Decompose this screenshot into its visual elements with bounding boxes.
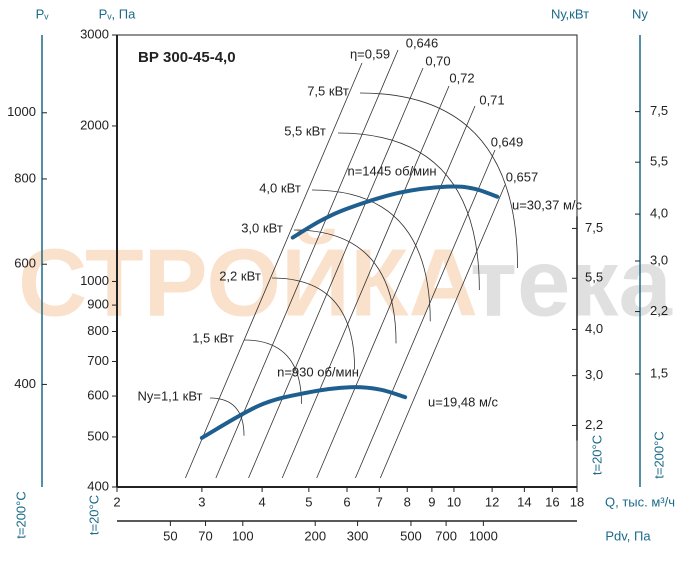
efficiency-line — [248, 67, 424, 479]
efficiency-line — [281, 85, 450, 479]
axis-tick-label: 5,5 — [650, 154, 668, 169]
y-axis-label: Pᵥ, Па — [99, 6, 136, 21]
axis-note: t=200°C — [13, 491, 28, 538]
axis-tick-label: 700 — [435, 528, 457, 543]
annotation: 0,72 — [449, 70, 474, 85]
y-tick-label: 600 — [87, 387, 109, 402]
annotation: 4,0 кВт — [259, 180, 301, 195]
axis-tick-label: 1,5 — [650, 365, 668, 380]
x-tick-label: 2 — [113, 494, 120, 509]
axis-tick-label: 300 — [347, 528, 369, 543]
axis-tick-label: 5,5 — [585, 270, 603, 285]
x-tick-label: 5 — [305, 494, 312, 509]
axis-tick-label: 2,2 — [650, 303, 668, 318]
annotation: 7,5 кВт — [307, 83, 349, 98]
x-tick-label: 4 — [258, 494, 265, 509]
annotation: 0,71 — [479, 92, 504, 107]
y-tick-label: 3000 — [80, 26, 109, 41]
y-tick-label: 500 — [87, 428, 109, 443]
power-arc — [243, 339, 302, 404]
axis-tick-label: 200 — [304, 528, 326, 543]
x-tick-label: 18 — [570, 494, 584, 509]
power-arc — [209, 397, 245, 436]
power-arc — [359, 92, 518, 269]
x-tick-label: 14 — [517, 494, 531, 509]
axis-tick-label: 800 — [14, 170, 36, 185]
axis-tick-label: 1000 — [469, 528, 498, 543]
fan-curve — [290, 184, 500, 240]
annotation: 0,70 — [425, 53, 450, 68]
axis-note: t=200°C — [651, 431, 666, 478]
axis-tick-label: 500 — [400, 528, 422, 543]
axis-tick-label: 1000 — [7, 104, 36, 119]
annotation: 0,649 — [491, 134, 524, 149]
axis-label: Nу — [632, 6, 648, 21]
efficiency-line — [316, 105, 476, 479]
axis-tick-label: 3,0 — [650, 252, 668, 267]
axis-tick-label: 3,0 — [585, 367, 603, 382]
power-arc — [337, 132, 480, 291]
axis-tick-label: 400 — [14, 376, 36, 391]
efficiency-line — [355, 149, 496, 479]
x-tick-label: 7 — [376, 494, 383, 509]
annotation: η=0,59 — [350, 46, 390, 61]
annotation: 2,2 кВт — [219, 268, 261, 283]
annotation: Nу=1,1 кВт — [137, 388, 202, 403]
x-tick-label: 6 — [343, 494, 350, 509]
efficiency-line — [379, 184, 506, 479]
axis-tick-label: 600 — [14, 256, 36, 271]
diagram-lines — [185, 49, 518, 479]
axis-tick-label: 70 — [198, 528, 212, 543]
annotation: u=19,48 м/с — [428, 394, 499, 409]
chart-title: ВР 300-45-4,0 — [138, 49, 236, 66]
x-tick-label: 16 — [545, 494, 559, 509]
axis-tick-label: 2,2 — [585, 417, 603, 432]
power-arc — [271, 277, 356, 370]
axis-label: Nу,кВт — [551, 6, 589, 21]
efficiency-line — [215, 49, 399, 479]
axis-tick-label: 7,5 — [650, 103, 668, 118]
x-tick-label: 12 — [485, 494, 499, 509]
annotation: 5,5 кВт — [284, 123, 326, 138]
y-tick-label: 900 — [87, 297, 109, 312]
annotation: u=30,37 м/с — [512, 197, 583, 212]
axis-tick-label: 7,5 — [585, 220, 603, 235]
x-tick-label: 3 — [198, 494, 205, 509]
y-axis-note: t=20°C — [86, 495, 101, 535]
y-tick-label: 1000 — [80, 273, 109, 288]
annotation: 0,646 — [406, 35, 439, 50]
annotation: 1,5 кВт — [192, 330, 234, 345]
axis-tick-label: 4,0 — [585, 321, 603, 336]
efficiency-line — [185, 62, 363, 479]
axis-label: Pᵥ — [36, 6, 50, 21]
axis-tick-label: 100 — [232, 528, 254, 543]
axis-label: Pdv, Па — [605, 528, 651, 543]
axis-tick-label: 50 — [163, 528, 177, 543]
fan-curve — [199, 385, 408, 440]
power-arc — [293, 229, 397, 344]
watermark-text: СТРОЙКА — [18, 227, 478, 336]
axis-note: t=20°C — [589, 435, 604, 475]
power-arc — [311, 189, 431, 322]
series-label: n=1445 об/мин — [347, 163, 436, 178]
x-tick-label: 8 — [404, 494, 411, 509]
x-axis-label: Q, тыс. м³/ч — [605, 494, 675, 509]
series-label: n=930 об/мин — [277, 364, 359, 379]
axis-tick-label: 4,0 — [650, 206, 668, 221]
y-tick-label: 700 — [87, 353, 109, 368]
watermark-text: тека — [470, 229, 672, 336]
y-tick-label: 800 — [87, 323, 109, 338]
x-tick-label: 10 — [447, 494, 461, 509]
y-tick-label: 2000 — [80, 117, 109, 132]
y-tick-label: 400 — [87, 478, 109, 493]
x-tick-label: 9 — [428, 494, 435, 509]
annotation: 3,0 кВт — [241, 220, 283, 235]
annotation: 0,657 — [506, 169, 539, 184]
